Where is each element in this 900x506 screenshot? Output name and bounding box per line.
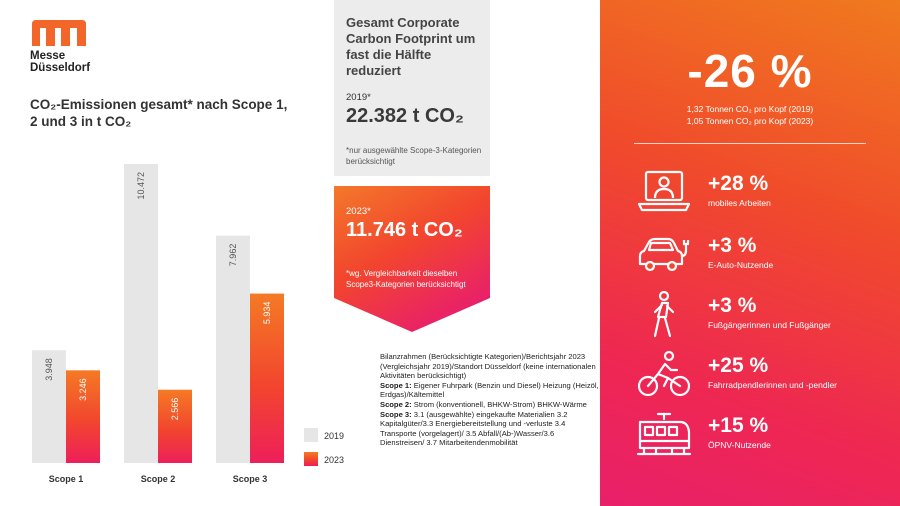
category-label: Scope 2	[141, 474, 176, 484]
train-icon	[636, 412, 692, 456]
pedestrian-icon	[653, 290, 675, 338]
reduction-panel: -26 % 1,32 Tonnen CO₂ pro Kopf (2019) 1,…	[600, 0, 900, 506]
stat-cyclists-label: Fahrradpendlerinnen und -pendler	[708, 380, 838, 390]
bar-value-label: 3.948	[44, 358, 54, 381]
bar-2019-scope-3	[216, 235, 250, 463]
bar-2023-scope-2	[158, 389, 192, 463]
stat-e-car-value: +3 %	[708, 234, 757, 257]
bar-value-label: 7.962	[228, 244, 238, 267]
stat-mobile-work-label: mobiles Arbeiten	[708, 198, 771, 208]
summary-2019-value: 22.382 t CO₂	[346, 105, 464, 127]
bar-2019-scope-2	[124, 164, 158, 463]
legend-swatch-2019	[304, 428, 318, 442]
summary-2019-box: Gesamt Corporate Carbon Footprint um fas…	[334, 0, 490, 176]
stat-pedestrians-label: Fußgängerinnen und Fußgänger	[708, 320, 831, 330]
reduction-percentage: -26 %	[687, 45, 813, 97]
summary-2023-value: 11.746 t CO₂	[346, 219, 463, 241]
scope3-label: Scope 3:	[380, 409, 412, 419]
per-head-2019: 1,32 Tonnen CO₂ pro Kopf (2019)	[686, 104, 814, 114]
stat-cyclists: +25 % Fahrradpendlerinnen und -pendler	[600, 350, 900, 410]
down-arrow-shape-icon	[334, 186, 490, 332]
scope2-label: Scope 2:	[380, 399, 412, 409]
per-head-2023: 1,05 Tonnen CO₂ pro Kopf (2023)	[686, 116, 814, 126]
logo-mark-icon	[32, 20, 86, 46]
legend-swatch-2023	[304, 452, 318, 466]
bar-value-label: 10.472	[136, 172, 146, 200]
chart-title: CO₂-Emissionen gesamt* nach Scope 1, 2 u…	[30, 97, 288, 129]
category-label: Scope 1	[49, 474, 84, 484]
summary-2023-note: *wg. Vergleichbarkeit dieselben Scope3-K…	[346, 269, 466, 289]
logo-text-line2: Düsseldorf	[30, 62, 91, 74]
cyclist-icon	[637, 350, 691, 397]
scope3-text: 3.1 (ausgewählte) eingekaufte Materialie…	[380, 409, 568, 448]
messe-duesseldorf-logo: Messe Düsseldorf	[30, 18, 90, 74]
summary-2023-box: 2023* 11.746 t CO₂ *wg. Vergleichbarkeit…	[334, 186, 490, 332]
summary-2023-year: 2023*	[346, 206, 371, 217]
legend-label-2019: 2019	[324, 431, 344, 441]
category-label: Scope 3	[233, 474, 268, 484]
stat-public-transport-value: +15 %	[708, 414, 769, 437]
footprint-headline: Gesamt Corporate Carbon Footprint um fas…	[346, 15, 476, 78]
stat-public-transport-label: ÖPNV-Nutzende	[708, 440, 771, 450]
stat-public-transport: +15 % ÖPNV-Nutzende	[600, 410, 900, 470]
electric-car-icon	[638, 237, 690, 272]
logo-text-line1: Messe	[30, 50, 66, 62]
summary-2019-note: *nur ausgewählte Scope-3-Kategorien berü…	[346, 146, 482, 166]
scope1-label: Scope 1:	[380, 380, 412, 390]
scope2-text: Strom (konventionell, BHKW-Strom) BHKW-W…	[411, 399, 587, 409]
scope1-text: Eigener Fuhrpark (Benzin und Diesel) Hei…	[380, 380, 599, 400]
scope-intro: Bilanzrahmen (Berücksichtigte Kategorien…	[380, 352, 596, 381]
stat-cyclists-value: +25 %	[708, 354, 769, 377]
stat-e-car-label: E-Auto-Nutzende	[708, 260, 774, 270]
bar-2023-scope-1	[66, 370, 100, 463]
stat-mobile-work-value: +28 %	[708, 172, 769, 195]
legend-label-2023: 2023	[324, 455, 344, 465]
bar-chart: 3.948 3.246 Scope 1 10.472 2.566 Scope 2 7.962…	[32, 164, 344, 484]
stat-e-car: +3 % E-Auto-Nutzende	[600, 230, 900, 290]
stat-pedestrians: +3 % Fußgängerinnen und Fußgänger	[600, 290, 900, 350]
laptop-person-icon	[637, 170, 691, 212]
summary-2019-year: 2019*	[346, 92, 371, 103]
divider	[634, 143, 866, 144]
bar-2023-scope-3	[250, 293, 284, 463]
stat-mobile-work: +28 % mobiles Arbeiten	[600, 168, 900, 228]
scope-definitions: Bilanzrahmen (Berücksichtigte Kategorien…	[380, 352, 600, 448]
bar-value-label: 3.246	[78, 378, 88, 401]
bar-value-label: 2.566	[170, 398, 180, 421]
stat-pedestrians-value: +3 %	[708, 294, 757, 317]
bar-value-label: 5.934	[262, 302, 272, 325]
bar-2019-scope-1	[32, 350, 66, 463]
